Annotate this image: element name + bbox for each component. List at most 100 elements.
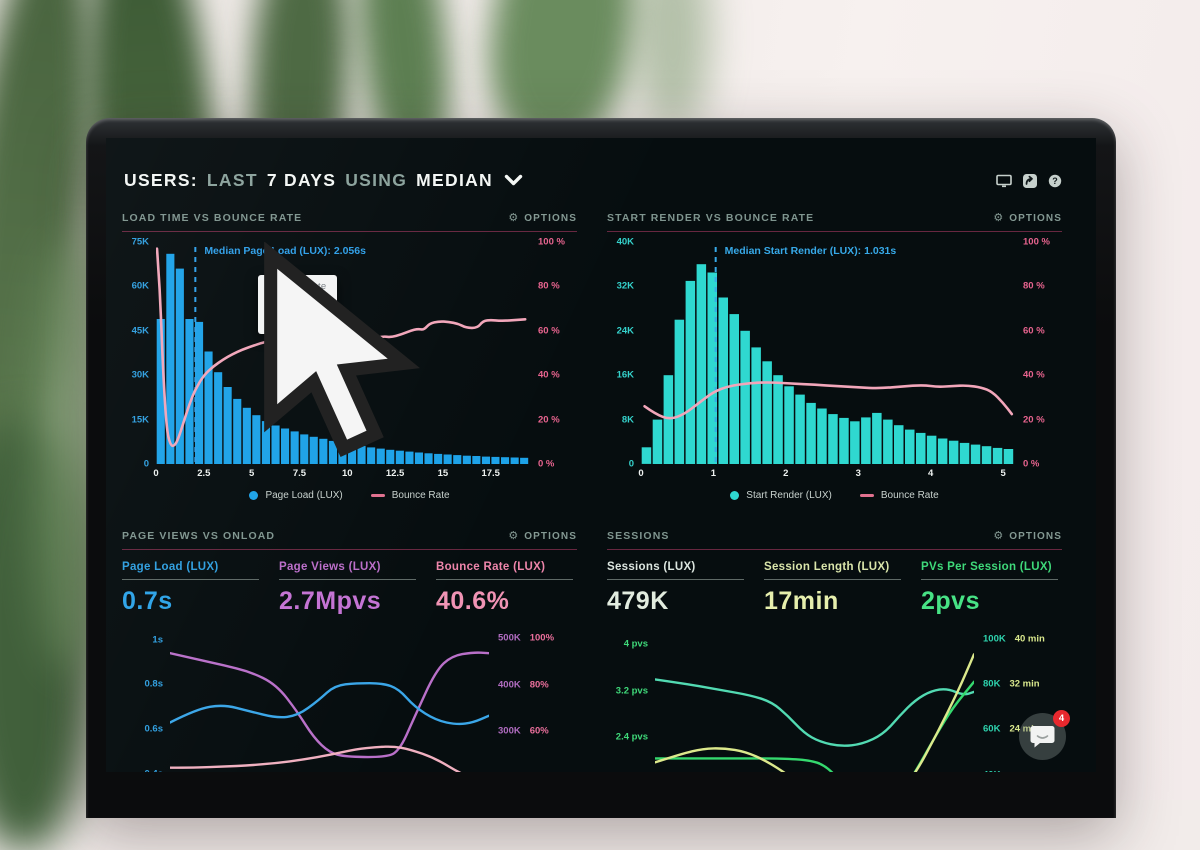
axis-tick: 20 % <box>1023 414 1045 426</box>
panel-title: PAGE VIEWS VS ONLOAD <box>122 530 276 542</box>
legend-item: Page Load (LUX) <box>249 490 343 501</box>
share-icon[interactable] <box>1023 173 1037 188</box>
y-axis-right: 100 % 80 % 60 % 40 % 20 % 0 % <box>1014 237 1062 470</box>
axis-tick: 8K <box>621 414 634 426</box>
axis-tick: 60 % <box>538 325 560 337</box>
stat-value: 479K <box>607 587 669 615</box>
axis-tick: 60K 24 min <box>983 723 1040 735</box>
stat-label: Page Views (LUX) <box>279 561 416 580</box>
legend-item: Bounce Rate <box>370 490 450 501</box>
axis-tick: 2.5 <box>197 468 211 479</box>
gear-icon: ⚙ <box>508 211 520 224</box>
axis-tick: 0 <box>153 468 159 479</box>
header-segment: 7 DAYS <box>266 170 337 190</box>
line-plot[interactable] <box>170 626 489 772</box>
stat-sessions: Sessions (LUX) 479K <box>607 561 744 616</box>
gear-icon: ⚙ <box>508 529 520 542</box>
axis-tick: 12.5 <box>385 468 405 479</box>
laptop-screen: USERS: LAST 7 DAYS USING MEDIAN ? LOAD T… <box>106 138 1096 772</box>
axis-tick: 300K 60% <box>498 725 549 736</box>
chevron-down-icon[interactable] <box>504 173 523 191</box>
help-icon[interactable]: ? <box>1048 174 1062 188</box>
stat-value: 40.6% <box>436 587 510 615</box>
chart-legend: Page Load (LUX) Bounce Rate <box>122 490 577 501</box>
header-segment: USERS: <box>124 170 198 190</box>
y-axis-left: 1s 0.8s 0.6s 0.4s <box>122 626 170 772</box>
stat-value: 0.7s <box>122 587 173 615</box>
axis-tick: 10 <box>341 468 353 479</box>
stat-label: Sessions (LUX) <box>607 561 744 580</box>
axis-tick: 400K 80% <box>498 679 549 690</box>
legend-line-swatch <box>370 494 385 497</box>
options-label: OPTIONS <box>524 212 577 224</box>
panel-header: PAGE VIEWS VS ONLOAD ⚙ OPTIONS <box>122 526 577 550</box>
chart-legend: Start Render (LUX) Bounce Rate <box>607 490 1062 501</box>
chart-canvas <box>641 247 1014 464</box>
axis-tick: 4 pvs <box>623 638 648 650</box>
axis-tick: 80 % <box>1023 280 1045 292</box>
legend-label: Page Load (LUX) <box>265 490 343 501</box>
axis-tick: 4 <box>928 468 934 479</box>
axis-tick: 40K <box>983 769 1000 772</box>
axis-tick: 2.4 pvs <box>615 731 648 742</box>
dashboard-header: USERS: LAST 7 DAYS USING MEDIAN ? <box>124 170 1062 191</box>
line-plot[interactable] <box>655 626 974 772</box>
panel-title: SESSIONS <box>607 530 670 542</box>
median-annotation: Median Start Render (LUX): 1.031s <box>724 245 897 257</box>
stat-page-views: Page Views (LUX) 2.7Mpvs <box>279 561 416 616</box>
histogram-plot[interactable]: Bounce Rate 7s 57.1% Median Page Load (L… <box>156 242 529 464</box>
panel-page-views-vs-onload: PAGE VIEWS VS ONLOAD ⚙ OPTIONS Page Load… <box>122 526 577 772</box>
svg-text:?: ? <box>1052 176 1058 186</box>
options-button[interactable]: ⚙ OPTIONS <box>993 212 1062 224</box>
axis-tick: 30K <box>131 369 149 381</box>
axis-tick: 60 % <box>1023 325 1045 337</box>
stat-label: Session Length (LUX) <box>764 561 901 580</box>
legend-label: Bounce Rate <box>391 490 450 501</box>
axis-tick: 0.4s <box>145 769 164 772</box>
axis-tick: 5 <box>248 468 255 479</box>
histogram-plot[interactable]: Median Start Render (LUX): 1.031s <box>641 242 1014 464</box>
header-segment: LAST <box>206 170 258 190</box>
laptop: USERS: LAST 7 DAYS USING MEDIAN ? LOAD T… <box>86 118 1116 818</box>
options-label: OPTIONS <box>1009 530 1062 542</box>
chart-canvas <box>655 653 974 772</box>
axis-tick: 40K <box>616 236 634 248</box>
axis-tick: 32K <box>616 280 634 292</box>
options-button[interactable]: ⚙ OPTIONS <box>508 529 577 542</box>
stat-label: Page Load (LUX) <box>122 561 259 580</box>
legend-dot <box>730 491 740 500</box>
axis-tick: 3.2 pvs <box>615 685 648 696</box>
axis-tick: 2 <box>783 468 789 479</box>
axis-tick: 200K40% <box>498 771 549 772</box>
axis-tick: 1 <box>710 468 717 479</box>
chat-bubble-icon <box>1030 726 1055 748</box>
options-button[interactable]: ⚙ OPTIONS <box>508 211 577 224</box>
panel-start-render-vs-bounce-rate: START RENDER VS BOUNCE RATE ⚙ OPTIONS 40… <box>607 208 1062 502</box>
stat-value: 17min <box>764 587 839 615</box>
plant-leaf <box>636 0 710 130</box>
chat-widget-button[interactable]: 4 <box>1019 710 1070 760</box>
axis-tick: 0 % <box>1023 458 1040 470</box>
options-button[interactable]: ⚙ OPTIONS <box>993 529 1062 542</box>
display-icon[interactable] <box>996 174 1012 188</box>
axis-tick: 20 % <box>538 414 560 426</box>
panel-sessions: SESSIONS ⚙ OPTIONS Sessions (LUX) 479K S… <box>607 526 1062 772</box>
legend-dot <box>249 491 259 500</box>
axis-tick: 24K <box>616 325 634 337</box>
stat-session-length: Session Length (LUX) 17min <box>764 561 901 616</box>
axis-tick: 1s <box>152 634 163 645</box>
median-annotation: Median Page Load (LUX): 2.056s <box>204 245 366 257</box>
panel-header: LOAD TIME VS BOUNCE RATE ⚙ OPTIONS <box>122 208 577 232</box>
panel-title: START RENDER VS BOUNCE RATE <box>607 212 815 224</box>
axis-tick: 75K <box>131 236 149 248</box>
axis-tick: 80K 32 min <box>983 678 1040 690</box>
axis-tick: 60K <box>131 280 149 292</box>
gear-icon: ⚙ <box>993 529 1005 542</box>
axis-tick: 80 % <box>538 280 560 292</box>
panel-header: SESSIONS ⚙ OPTIONS <box>607 526 1062 550</box>
axis-tick: 15K <box>131 414 149 426</box>
stat-bounce-rate: Bounce Rate (LUX) 40.6% <box>436 561 573 616</box>
axis-tick: 3 <box>855 468 861 479</box>
legend-label: Start Render (LUX) <box>746 490 832 501</box>
